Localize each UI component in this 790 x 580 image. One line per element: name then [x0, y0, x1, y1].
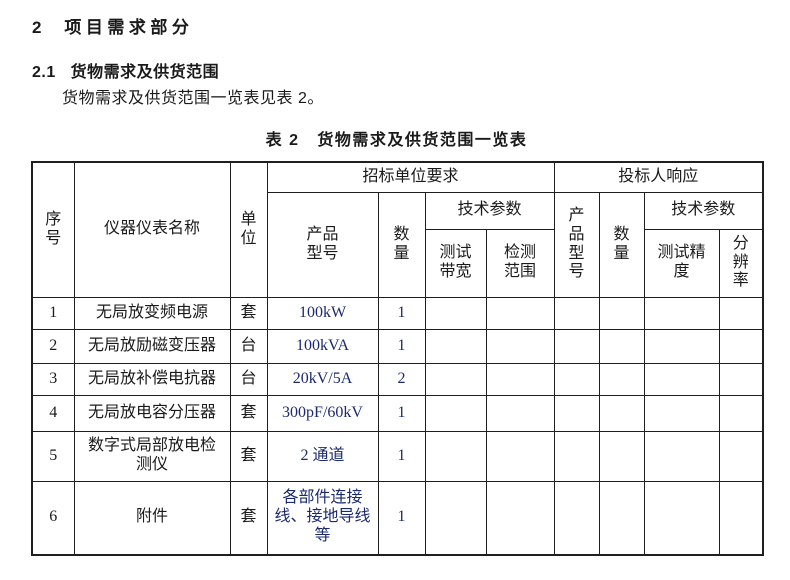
cell-product-model: 2 通道: [266, 430, 379, 482]
section-heading: 2 项目需求部分: [32, 18, 194, 37]
cell-test-accuracy: [643, 296, 720, 330]
cell-seq: 2: [31, 328, 75, 364]
cell-test-bandwidth: [424, 430, 487, 482]
cell-quantity: 2: [377, 362, 426, 396]
cell-bidder-model: [553, 362, 600, 396]
cell-resolution: [718, 362, 764, 396]
cell-test-accuracy: [643, 328, 720, 364]
cell-bidder-quantity: [598, 394, 645, 432]
table-row: 3 无局放补偿电抗器 台 20kV/5A 2: [31, 362, 764, 396]
cell-test-accuracy: [643, 362, 720, 396]
table-row: 2 无局放励磁变压器 台 100kVA 1: [31, 328, 764, 364]
cell-resolution: [718, 394, 764, 432]
cell-product-model: 300pF/60kV: [266, 394, 379, 432]
cell-unit: 台: [229, 328, 268, 364]
cell-instrument-name: 数字式局部放电检 测仪: [73, 430, 231, 482]
intro-paragraph: 货物需求及供货范围一览表见表 2。: [62, 90, 324, 107]
cell-seq: 6: [31, 480, 75, 556]
header-product-model-tender: 产品 型号: [266, 191, 379, 298]
header-instrument-name: 仪器仪表名称: [73, 161, 231, 298]
cell-seq: 4: [31, 394, 75, 432]
cell-instrument-name: 无局放励磁变压器: [73, 328, 231, 364]
cell-instrument-name: 附件: [73, 480, 231, 556]
cell-bidder-model: [553, 480, 600, 556]
cell-unit: 套: [229, 430, 268, 482]
cell-bidder-quantity: [598, 430, 645, 482]
cell-instrument-name: 无局放电容分压器: [73, 394, 231, 432]
cell-seq: 5: [31, 430, 75, 482]
cell-bidder-model: [553, 430, 600, 482]
cell-bidder-quantity: [598, 480, 645, 556]
header-detect-range: 检测 范围: [485, 228, 555, 298]
header-tender-section: 招标单位要求: [266, 161, 555, 193]
table-row: 5 数字式局部放电检 测仪 套 2 通道 1: [31, 430, 764, 482]
cell-detect-range: [485, 362, 555, 396]
cell-quantity: 1: [377, 296, 426, 330]
table-caption: 表 2 货物需求及供货范围一览表: [265, 132, 528, 149]
cell-unit: 套: [229, 394, 268, 432]
cell-product-model: 20kV/5A: [266, 362, 379, 396]
table-row: 4 无局放电容分压器 套 300pF/60kV 1: [31, 394, 764, 432]
header-unit: 单 位: [229, 161, 268, 298]
header-bidder-section: 投标人响应: [553, 161, 764, 193]
cell-resolution: [718, 480, 764, 556]
cell-instrument-name: 无局放变频电源: [73, 296, 231, 330]
cell-resolution: [718, 430, 764, 482]
header-product-model-bidder: 产 品 型 号: [553, 191, 600, 298]
cell-test-accuracy: [643, 394, 720, 432]
cell-quantity: 1: [377, 328, 426, 364]
cell-test-accuracy: [643, 480, 720, 556]
cell-bidder-quantity: [598, 296, 645, 330]
cell-detect-range: [485, 394, 555, 432]
header-tech-params-tender: 技术参数: [424, 191, 555, 230]
cell-instrument-name: 无局放补偿电抗器: [73, 362, 231, 396]
header-resolution: 分 辨 率: [718, 228, 764, 298]
cell-product-model: 100kW: [266, 296, 379, 330]
cell-test-bandwidth: [424, 296, 487, 330]
cell-unit: 套: [229, 480, 268, 556]
cell-unit: 台: [229, 362, 268, 396]
cell-bidder-model: [553, 296, 600, 330]
cell-quantity: 1: [377, 430, 426, 482]
cell-test-bandwidth: [424, 328, 487, 364]
cell-test-bandwidth: [424, 480, 487, 556]
subsection-heading: 2.1 货物需求及供货范围: [32, 64, 220, 81]
cell-seq: 1: [31, 296, 75, 330]
header-tech-params-bidder: 技术参数: [643, 191, 764, 230]
cell-resolution: [718, 296, 764, 330]
cell-quantity: 1: [377, 480, 426, 556]
cell-detect-range: [485, 480, 555, 556]
cell-detect-range: [485, 430, 555, 482]
cell-resolution: [718, 328, 764, 364]
header-test-bandwidth: 测试 带宽: [424, 228, 487, 298]
cell-test-accuracy: [643, 430, 720, 482]
table-row: 6 附件 套 各部件连接 线、接地导线 等 1: [31, 480, 764, 556]
header-quantity-bidder: 数 量: [598, 191, 645, 298]
header-test-accuracy: 测试精 度: [643, 228, 720, 298]
cell-quantity: 1: [377, 394, 426, 432]
header-quantity-tender: 数 量: [377, 191, 426, 298]
cell-product-model: 各部件连接 线、接地导线 等: [266, 480, 379, 556]
cell-test-bandwidth: [424, 394, 487, 432]
cell-bidder-model: [553, 394, 600, 432]
table-row: 1 无局放变频电源 套 100kW 1: [31, 296, 764, 330]
cell-seq: 3: [31, 362, 75, 396]
cell-detect-range: [485, 296, 555, 330]
cell-bidder-quantity: [598, 362, 645, 396]
cell-unit: 套: [229, 296, 268, 330]
cell-product-model: 100kVA: [266, 328, 379, 364]
cell-detect-range: [485, 328, 555, 364]
goods-requirements-table: 序 号 仪器仪表名称 单 位 招标单位要求 投标人响应 产品 型号 数 量 技术…: [31, 161, 765, 556]
cell-test-bandwidth: [424, 362, 487, 396]
cell-bidder-model: [553, 328, 600, 364]
cell-bidder-quantity: [598, 328, 645, 364]
header-seq: 序 号: [31, 161, 75, 298]
